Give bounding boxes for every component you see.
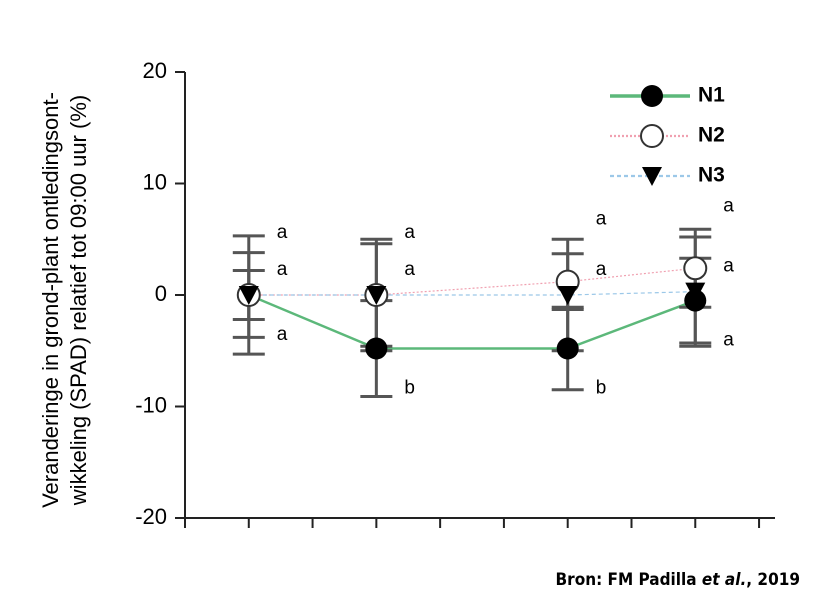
significance-letter: b — [596, 378, 607, 399]
source-text: , 2019 — [746, 570, 800, 590]
data-point — [557, 286, 578, 305]
significance-letter: a — [277, 222, 288, 243]
significance-letter: a — [723, 330, 734, 351]
y-tick-label: 20 — [143, 58, 167, 83]
series-line — [248, 291, 696, 296]
legend-label: N1 — [698, 84, 725, 107]
y-tick-label: -10 — [135, 392, 167, 417]
data-point — [683, 256, 708, 281]
significance-letter: a — [723, 195, 734, 216]
significance-letter: a — [596, 259, 607, 280]
series-line — [248, 267, 696, 296]
source: Bron: FM Padilla et al., 2019 — [556, 570, 801, 590]
legend-marker — [640, 124, 664, 148]
data-point — [366, 286, 387, 305]
y-tick-label: 10 — [143, 169, 167, 194]
series-line — [248, 293, 696, 350]
y-axis-label: Veranderinge in grond-plant ontledingson… — [38, 92, 63, 508]
source-text: Bron: FM Padilla — [556, 570, 702, 590]
legend-label: N3 — [698, 164, 725, 187]
significance-letter: a — [596, 209, 607, 230]
data-point — [238, 286, 259, 305]
significance-letter: a — [404, 259, 415, 280]
significance-letter: a — [404, 222, 415, 243]
significance-letter: a — [723, 256, 734, 277]
significance-letter: a — [277, 324, 288, 345]
source-text: et al. — [702, 570, 746, 590]
significance-letter: a — [277, 259, 288, 280]
significance-letter: b — [404, 378, 415, 399]
y-tick-label: -20 — [135, 504, 167, 529]
y-tick-label: 0 — [155, 281, 167, 306]
y-axis-label: wikkeling (SPAD) relatief tot 09:00 uur … — [66, 95, 91, 506]
data-point — [365, 337, 388, 360]
legend-marker — [642, 167, 662, 186]
data-point — [685, 282, 706, 302]
legend-label: N2 — [698, 124, 725, 147]
legend-marker — [641, 85, 663, 107]
data-point — [556, 337, 579, 360]
